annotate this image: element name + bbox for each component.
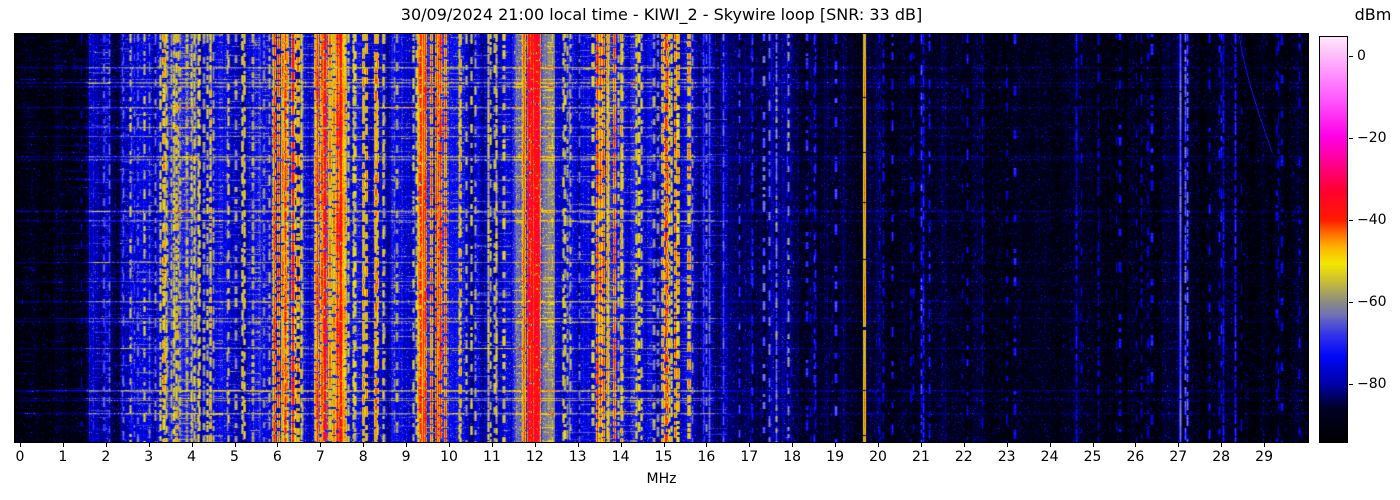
x-tick-mark [1049, 443, 1051, 447]
x-tick-label: 2 [101, 449, 111, 465]
x-tick-label: 7 [315, 449, 325, 465]
colorbar-tick-label: 0 [1357, 47, 1366, 64]
x-tick-mark [577, 443, 579, 447]
x-tick-label: 0 [15, 449, 25, 465]
colorbar-tick-mark [1349, 302, 1353, 304]
x-tick-mark [620, 443, 622, 447]
x-tick-label: 27 [1169, 449, 1188, 465]
x-tick-label: 25 [1083, 449, 1102, 465]
x-tick-label: 26 [1126, 449, 1145, 465]
x-tick-label: 29 [1255, 449, 1273, 465]
colorbar-tick-mark [1349, 219, 1353, 221]
colorbar-tick-mark [1349, 137, 1353, 139]
x-tick-mark [706, 443, 708, 447]
x-tick-label: 24 [1040, 449, 1059, 465]
x-tick-label: 14 [611, 449, 630, 465]
x-tick-mark [234, 443, 236, 447]
x-tick-label: 3 [144, 449, 154, 465]
x-tick-mark [20, 443, 21, 447]
colorbar-tick-label: −60 [1357, 294, 1387, 311]
x-tick-label: 17 [740, 449, 759, 465]
colorbar-tick-mark [1349, 384, 1353, 386]
x-tick-label: 11 [482, 449, 501, 465]
colorbar-tick-label: −40 [1357, 211, 1387, 228]
x-tick-mark [920, 443, 922, 447]
waterfall-plot-area [14, 33, 1309, 443]
x-tick-mark [749, 443, 751, 447]
x-tick-mark [277, 443, 279, 447]
x-tick-mark [1178, 443, 1180, 447]
x-tick-mark [449, 443, 450, 447]
x-tick-mark [62, 443, 64, 447]
x-tick-mark [792, 443, 794, 447]
x-tick-label: 15 [654, 449, 673, 465]
x-tick-label: 16 [697, 449, 716, 465]
x-tick-mark [148, 443, 150, 447]
colorbar-label: dBm [1354, 5, 1392, 24]
x-tick-label: 20 [869, 449, 887, 465]
x-tick-label: 8 [358, 449, 368, 465]
x-tick-mark [406, 443, 408, 447]
x-tick-label: 1 [58, 449, 68, 465]
x-tick-label: 18 [783, 449, 802, 465]
colorbar-tick-label: −80 [1357, 376, 1387, 393]
x-tick-mark [663, 443, 665, 447]
x-tick-mark [1135, 443, 1137, 447]
x-tick-label: 22 [954, 449, 973, 465]
x-tick-label: 6 [272, 449, 282, 465]
colorbar [1319, 36, 1348, 443]
x-tick-mark [835, 443, 837, 447]
colorbar-tick-label: −20 [1357, 129, 1387, 146]
x-tick-label: 21 [911, 449, 930, 465]
colorbar-canvas [1320, 37, 1347, 442]
x-tick-label: 5 [230, 449, 239, 465]
x-tick-label: 4 [187, 449, 197, 465]
colorbar-tick-mark [1349, 55, 1353, 57]
x-tick-mark [878, 443, 879, 447]
x-tick-mark [1264, 443, 1266, 447]
x-tick-mark [534, 443, 536, 447]
x-tick-mark [963, 443, 965, 447]
x-axis-label: MHz [646, 471, 677, 487]
x-tick-mark [491, 443, 493, 447]
x-tick-label: 19 [826, 449, 844, 465]
x-tick-mark [1006, 443, 1008, 447]
x-tick-mark [1092, 443, 1094, 447]
plot-title: 30/09/2024 21:00 local time - KIWI_2 - S… [400, 5, 923, 24]
x-tick-label: 13 [568, 449, 587, 465]
x-tick-label: 10 [440, 449, 458, 465]
x-tick-mark [363, 443, 365, 447]
x-tick-label: 12 [525, 449, 544, 465]
x-tick-mark [191, 443, 193, 447]
x-tick-label: 9 [401, 449, 411, 465]
x-tick-mark [1221, 443, 1223, 447]
waterfall-canvas [15, 34, 1308, 442]
x-tick-label: 23 [997, 449, 1016, 465]
x-tick-label: 28 [1212, 449, 1231, 465]
x-tick-mark [105, 443, 107, 447]
x-tick-mark [320, 443, 322, 447]
